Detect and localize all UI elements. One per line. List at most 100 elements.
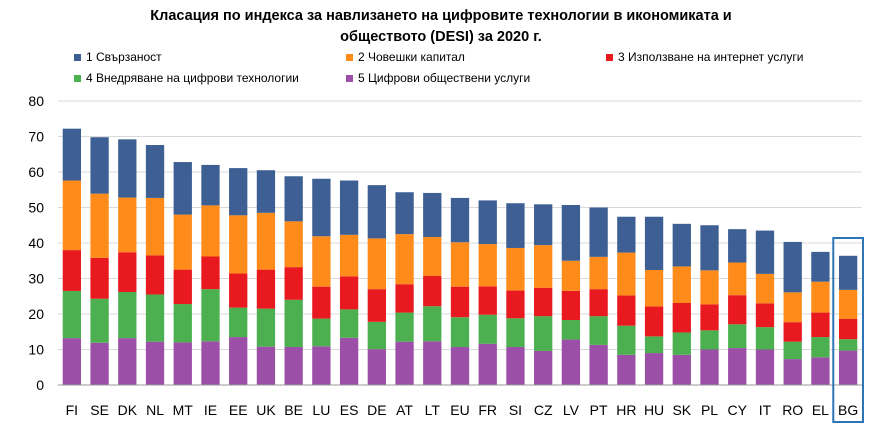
bar-segment-ES-1	[339, 337, 359, 385]
bar-segment-AT-3	[395, 284, 414, 313]
bar-segment-EU-5	[450, 197, 470, 243]
legend-label: 5 Цифрови обществени услуги	[358, 71, 530, 85]
x-tick-label: SK	[672, 402, 691, 418]
bar-segment-PL-2	[700, 330, 719, 350]
bar-segment-LV-4	[561, 260, 581, 291]
bar-segment-LV-2	[561, 320, 581, 340]
bar-segment-EL-2	[811, 337, 830, 358]
bar-segment-ES-3	[339, 276, 359, 310]
bar-segment-LU-2	[312, 318, 331, 347]
bar-segment-LU-1	[312, 346, 331, 385]
bar-segment-SK-5	[672, 223, 691, 267]
y-tick-label: 20	[28, 306, 44, 322]
bar-segment-IE-4	[201, 205, 220, 257]
y-tick-label: 60	[28, 164, 44, 180]
bar-segment-RO-1	[783, 359, 802, 385]
x-tick-label: EL	[812, 402, 829, 418]
legend-swatch	[74, 54, 81, 61]
bar-segment-CY-5	[728, 229, 747, 263]
x-tick-label: EE	[229, 402, 248, 418]
bar-segment-EL-1	[811, 357, 830, 385]
bar-segment-LV-1	[561, 339, 581, 385]
bar-segment-SK-4	[672, 266, 691, 303]
bar-segment-ES-5	[339, 180, 359, 235]
bar-segment-HU-5	[644, 216, 664, 270]
bar-segment-NL-1	[145, 341, 165, 385]
bar-segment-CZ-1	[534, 350, 553, 385]
legend-swatch	[346, 54, 353, 61]
bar-segment-SI-3	[506, 290, 525, 319]
x-tick-label: LT	[425, 402, 441, 418]
bar-segment-BE-4	[284, 221, 303, 268]
y-tick-label: 10	[28, 342, 44, 358]
x-tick-label: EU	[450, 402, 469, 418]
bar-segment-RO-2	[783, 341, 802, 360]
x-tick-label: HU	[644, 402, 664, 418]
bar-segment-SE-3	[90, 257, 109, 299]
x-tick-label: PT	[590, 402, 608, 418]
bar-segment-CY-4	[728, 262, 747, 296]
bar-segment-CZ-3	[534, 287, 553, 317]
bar-segment-EL-5	[811, 251, 830, 282]
bar-segment-SE-1	[90, 342, 109, 385]
bar-segment-EE-1	[229, 337, 248, 385]
bar-segment-FI-3	[62, 250, 82, 291]
bar-segment-LT-2	[423, 306, 442, 342]
bar-segment-BG-3	[838, 318, 858, 340]
bar-segment-ES-2	[339, 309, 359, 338]
bar-segment-HU-4	[644, 269, 664, 307]
bar-segment-IE-3	[201, 256, 220, 290]
x-tick-label: SI	[509, 402, 522, 418]
bar-segment-HR-2	[617, 325, 636, 355]
x-tick-label: FR	[478, 402, 497, 418]
bar-segment-EE-2	[229, 307, 248, 338]
bar-segment-FR-4	[478, 244, 497, 287]
bar-segment-SE-4	[90, 193, 109, 258]
bar-segment-PT-2	[589, 316, 608, 345]
bar-segment-BE-2	[284, 299, 303, 348]
bar-segment-SK-1	[672, 354, 691, 385]
bar-segment-FI-4	[62, 180, 82, 251]
bar-segment-FR-1	[478, 343, 497, 385]
bar-segment-RO-3	[783, 322, 802, 342]
y-tick-label: 30	[28, 271, 44, 287]
bar-segment-PT-1	[589, 344, 608, 385]
x-tick-label: SE	[90, 402, 109, 418]
bar-segment-LU-3	[312, 286, 331, 319]
bar-segment-DK-1	[118, 338, 137, 385]
bar-segment-UK-2	[256, 308, 276, 347]
x-tick-label: MT	[173, 402, 194, 418]
x-tick-label: HR	[616, 402, 636, 418]
bar-segment-BE-5	[284, 176, 303, 222]
bar-segment-BE-1	[284, 347, 303, 385]
x-tick-label: IE	[204, 402, 217, 418]
bar-segment-LT-4	[423, 236, 442, 277]
legend-swatch	[74, 75, 81, 82]
highlight-box	[832, 237, 865, 423]
legend: 1 Свързаност 2 Човешки капитал 3 Използван…	[74, 50, 803, 85]
bar-segment-CZ-5	[534, 204, 553, 246]
bar-segment-SI-5	[506, 203, 525, 248]
bar-segment-EU-4	[450, 242, 470, 287]
bar-segment-HU-2	[644, 336, 664, 354]
bar-segment-DE-4	[367, 238, 386, 290]
bar-segment-DK-2	[118, 291, 137, 339]
bar-segment-DK-3	[118, 252, 137, 292]
bar-segment-LV-5	[561, 205, 581, 261]
bar-segment-SK-2	[672, 332, 691, 355]
x-tick-label: DE	[367, 402, 386, 418]
bar-segment-LU-5	[312, 178, 331, 237]
x-tick-label: FI	[66, 402, 78, 418]
x-tick-label: ES	[340, 402, 359, 418]
bar-segment-PT-5	[589, 207, 608, 257]
bar-segment-LU-4	[312, 236, 331, 287]
legend-swatch	[346, 75, 353, 82]
bar-segment-DK-5	[118, 139, 137, 198]
bar-segment-NL-4	[145, 197, 165, 256]
bar-segment-EE-3	[229, 273, 248, 308]
bar-segment-FR-2	[478, 314, 497, 344]
bar-segment-DE-5	[367, 185, 386, 239]
bar-segment-SI-4	[506, 247, 525, 291]
legend-label: 4 Внедряване на цифрови технологии	[86, 71, 299, 85]
x-tick-label: DK	[118, 402, 138, 418]
